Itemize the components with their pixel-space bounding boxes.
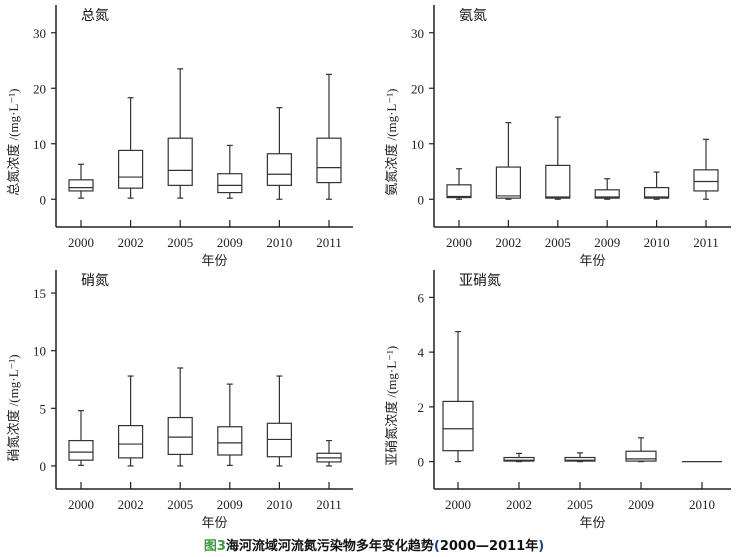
y-tick-label: 15 xyxy=(33,286,46,301)
y-tick-label: 30 xyxy=(411,26,424,41)
y-axis-label: 硝氮浓度 /(mg·L⁻¹) xyxy=(6,354,21,461)
box-iqr xyxy=(167,416,193,456)
y-tick-label: 6 xyxy=(418,290,425,305)
box-iqr xyxy=(117,149,144,189)
x-tick-label: 2000 xyxy=(445,497,471,512)
x-tick-label: 2002 xyxy=(495,235,521,250)
y-axis-label: 氨氮浓度 /(mg·L⁻¹) xyxy=(384,89,399,196)
x-tick-label: 2000 xyxy=(446,235,472,250)
y-tick-label: 0 xyxy=(418,455,425,470)
x-tick-label: 2011 xyxy=(693,235,719,250)
x-tick-label: 2000 xyxy=(68,497,94,512)
box-iqr xyxy=(503,456,535,462)
panel-title: 氨氮 xyxy=(459,8,487,24)
x-tick-label: 2009 xyxy=(217,235,243,250)
box-iqr xyxy=(643,186,670,199)
y-tick-label: 0 xyxy=(40,192,47,207)
y-tick-label: 2 xyxy=(418,400,425,415)
y-axis-label: 总氮浓度 /(mg·L⁻¹) xyxy=(6,89,21,196)
box-iqr xyxy=(217,426,243,456)
x-tick-label: 2005 xyxy=(167,235,193,250)
x-axis-label: 年份 xyxy=(201,515,227,530)
y-tick-label: 20 xyxy=(33,81,46,96)
y-tick-label: 30 xyxy=(33,26,46,41)
box-iqr xyxy=(442,400,474,452)
box-iqr xyxy=(217,173,243,194)
box-iqr xyxy=(625,450,657,462)
box-iqr xyxy=(68,439,94,461)
box-iqr xyxy=(117,425,144,459)
panel-title: 亚硝氮 xyxy=(459,273,501,289)
x-tick-label: 2010 xyxy=(689,497,715,512)
box-iqr xyxy=(693,169,719,192)
box-iqr xyxy=(594,189,620,199)
box-iqr xyxy=(495,166,521,199)
figure-label: 图3 xyxy=(203,539,226,554)
x-tick-label: 2000 xyxy=(68,235,94,250)
x-tick-label: 2009 xyxy=(217,497,243,512)
box-iqr xyxy=(545,164,571,199)
x-tick-label: 2011 xyxy=(316,235,342,250)
box-iqr xyxy=(68,179,94,192)
y-tick-label: 20 xyxy=(411,81,424,96)
box-iqr xyxy=(446,184,472,199)
caption-text: 海河流域河流氮污染物多年变化趋势 xyxy=(225,539,434,554)
x-tick-label: 2005 xyxy=(567,497,593,512)
y-tick-label: 10 xyxy=(411,137,424,152)
panel-title: 总氮 xyxy=(81,8,109,24)
x-axis-label: 年份 xyxy=(201,253,227,268)
x-tick-label: 2011 xyxy=(316,497,342,512)
y-axis-label: 亚硝氮浓度 /(mg·L⁻¹) xyxy=(384,346,399,466)
box-iqr xyxy=(316,137,342,184)
x-tick-label: 2010 xyxy=(644,235,670,250)
y-tick-label: 4 xyxy=(418,345,425,360)
x-tick-label: 2005 xyxy=(167,497,193,512)
box-iqr xyxy=(266,153,292,186)
y-tick-label: 10 xyxy=(33,137,46,152)
x-tick-label: 2002 xyxy=(506,497,532,512)
box-iqr xyxy=(167,137,193,186)
panel-title: 硝氮 xyxy=(81,273,109,289)
x-axis-label: 年份 xyxy=(579,253,605,268)
y-tick-label: 10 xyxy=(33,344,46,359)
y-tick-label: 0 xyxy=(418,192,425,207)
x-tick-label: 2002 xyxy=(118,235,144,250)
x-tick-label: 2009 xyxy=(628,497,654,512)
caption-range: 2000—2011年 xyxy=(439,539,539,554)
y-tick-label: 0 xyxy=(40,459,47,474)
y-tick-label: 5 xyxy=(40,401,47,416)
x-tick-label: 2010 xyxy=(266,235,292,250)
x-axis-label: 年份 xyxy=(579,515,605,530)
figure-caption: 图3海河流域河流氮污染物多年变化趋势(2000—2011年) xyxy=(0,535,748,554)
x-tick-label: 2009 xyxy=(594,235,620,250)
x-tick-label: 2010 xyxy=(266,497,292,512)
x-tick-label: 2005 xyxy=(545,235,571,250)
box-iqr xyxy=(564,456,596,462)
caption-paren-close: ) xyxy=(538,539,545,554)
caption-paren-open: ( xyxy=(433,539,440,554)
x-tick-label: 2002 xyxy=(118,497,144,512)
